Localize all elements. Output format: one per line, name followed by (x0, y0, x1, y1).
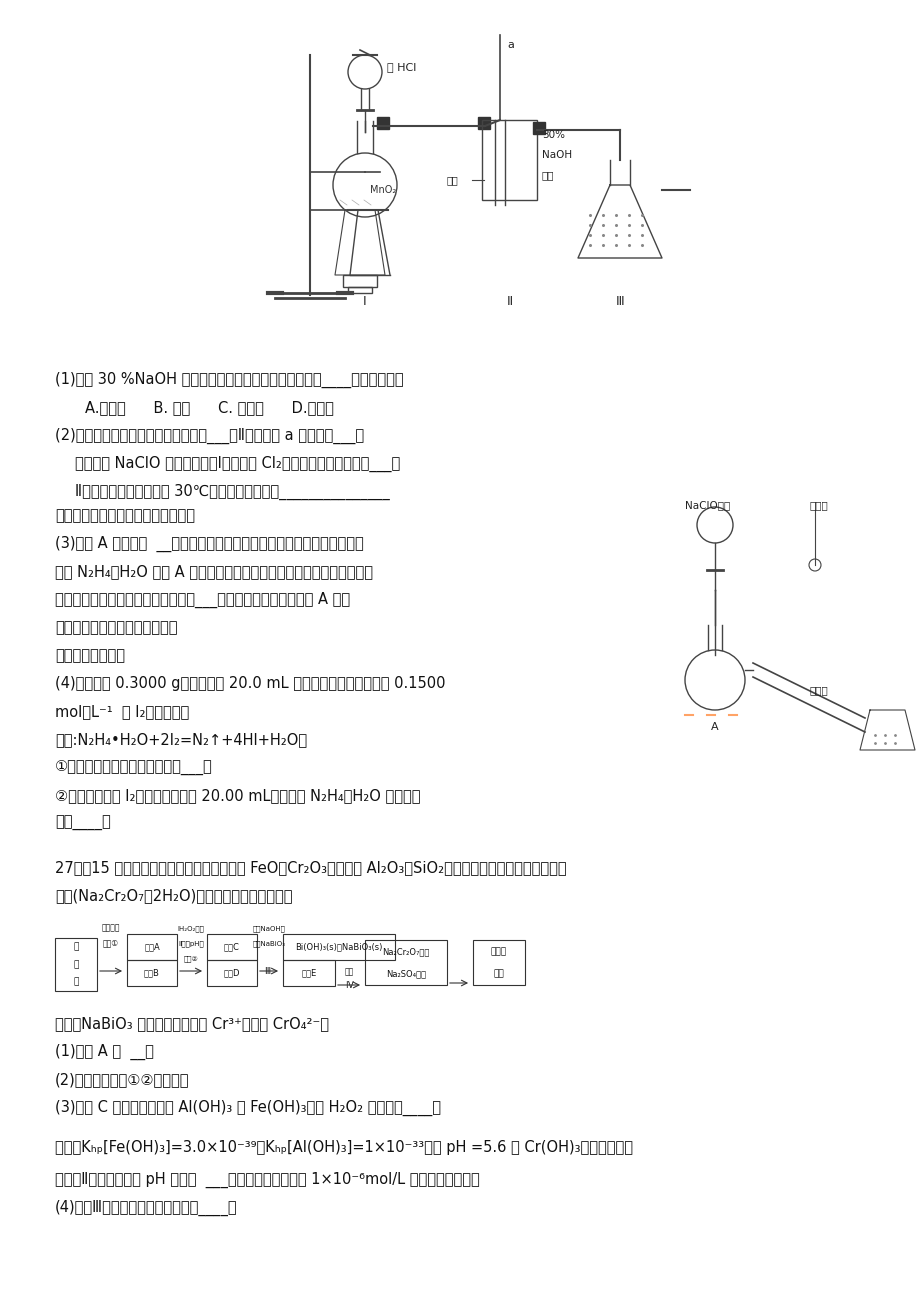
Bar (365, 940, 447, 986)
Text: 溶液B: 溶液B (144, 969, 160, 978)
Text: 晶体(Na₂Cr₂O₇．2H₂O)，其主要工艺流程如下：: 晶体(Na₂Cr₂O₇．2H₂O)，其主要工艺流程如下： (55, 888, 292, 904)
Text: (2)装置工中发生的离子反应方程式是___；Ⅱ中玻璃管 a 的作用为___；: (2)装置工中发生的离子反应方程式是___；Ⅱ中玻璃管 a 的作用为___； (55, 428, 364, 444)
Text: 「制取水合聈」实验装置如右图所示: 「制取水合聈」实验装置如右图所示 (55, 508, 195, 523)
Text: 温度计: 温度计 (809, 685, 828, 695)
Text: 铁: 铁 (74, 960, 79, 969)
Text: 数为____。: 数为____。 (55, 816, 110, 831)
Text: 溶液E: 溶液E (301, 969, 316, 978)
Text: 30%: 30% (541, 130, 564, 141)
Bar (207, 934, 256, 960)
Text: Ⅲ: Ⅲ (264, 967, 270, 976)
Text: Ⅲ: Ⅲ (615, 296, 624, 309)
Text: ⅠH₂O₂氧化: ⅠH₂O₂氧化 (177, 924, 204, 932)
Bar (127, 960, 176, 986)
Text: (1)配制 30 %NaOH 溶液时，所需玻璃他器除量筒外还有____（填字母）。: (1)配制 30 %NaOH 溶液时，所需玻璃他器除量筒外还有____（填字母）… (55, 372, 403, 388)
Text: Bi(OH)₃(s)和NaBiO₃(s): Bi(OH)₃(s)和NaBiO₃(s) (295, 943, 382, 952)
Text: Ⅱ中用冰水浴控制温度在 30℃以下，其主要目的_______________: Ⅱ中用冰水浴控制温度在 30℃以下，其主要目的_______________ (75, 484, 390, 500)
Text: Ⅱ: Ⅱ (505, 296, 512, 309)
Text: A.容量瓶      B. 烧杨      C. 移液管      D.玻璃棒: A.容量瓶 B. 烧杨 C. 移液管 D.玻璃棒 (85, 400, 334, 415)
Text: 晶体: 晶体 (494, 970, 504, 979)
Text: (1)固体 A 为  __。: (1)固体 A 为 __。 (55, 1044, 153, 1060)
Text: 酸化: 酸化 (344, 967, 353, 976)
Text: 温度计: 温度计 (809, 500, 828, 510)
Bar (472, 940, 525, 986)
Text: 铬: 铬 (74, 943, 79, 952)
Text: 已知：NaBiO₃ 在碱性条件下能将 Cr³⁺氧化为 CrO₄²⁻。: 已知：NaBiO₃ 在碱性条件下能将 Cr³⁺氧化为 CrO₄²⁻。 (55, 1016, 329, 1031)
Text: 部分 N₂H₄．H₂O 参与 A 中反应并产生大量氨气，产品产率因此降低，请: 部分 N₂H₄．H₂O 参与 A 中反应并产生大量氨气，产品产率因此降低，请 (55, 564, 372, 579)
Text: Ⅱ调节pH值: Ⅱ调节pH值 (178, 940, 204, 947)
Text: 写出降低产率的相关化学反应方程式___；充分反应后，加热蒸馏 A 内的: 写出降低产率的相关化学反应方程式___；充分反应后，加热蒸馏 A 内的 (55, 592, 350, 608)
Text: Na₂SO₄溶液: Na₂SO₄溶液 (385, 970, 425, 979)
Text: 操作②: 操作② (184, 954, 199, 962)
Text: (3)仪器 A 的名称为  __；反应过程中，如果分液漏斗中溶液的滴速过快，: (3)仪器 A 的名称为 __；反应过程中，如果分液漏斗中溶液的滴速过快， (55, 536, 363, 552)
Text: (4)称取馏分 0.3000 g，加水配成 20.0 mL 溶液，在一定条件下，用 0.1500: (4)称取馏分 0.3000 g，加水配成 20.0 mL 溶液，在一定条件下，… (55, 676, 445, 691)
Text: 27．（15 分）工业上以铬铁矿（主要成份为 FeO．Cr₂O₃，还含有 Al₂O₃、SiO₂等杂质）为主要原料生产红矾钓: 27．（15 分）工业上以铬铁矿（主要成份为 FeO．Cr₂O₃，还含有 Al₂… (55, 861, 566, 875)
Text: 「测定聈的含量」: 「测定聈的含量」 (55, 648, 125, 663)
Text: Na₂Cr₂O₇溶液: Na₂Cr₂O₇溶液 (382, 948, 429, 956)
Bar (283, 960, 335, 986)
Text: 过量NaOH溶: 过量NaOH溶 (253, 924, 285, 932)
Text: Ⅳ: Ⅳ (345, 980, 353, 990)
Text: 过量硫酸: 过量硫酸 (102, 923, 120, 932)
Text: 溶液: 溶液 (541, 171, 554, 180)
Bar (343, 275, 377, 286)
Bar (377, 117, 389, 129)
Text: 液和NaBiO₃: 液和NaBiO₃ (253, 940, 285, 947)
Text: 矿: 矿 (74, 978, 79, 987)
Text: 固体A: 固体A (144, 943, 160, 952)
Text: A: A (710, 723, 718, 732)
Text: I: I (363, 296, 367, 309)
Text: (3)固体 C 中含有的物质是 Al(OH)₃ 和 Fe(OH)₃，则 H₂O₂ 的作用是____。: (3)固体 C 中含有的物质是 Al(OH)₃ 和 Fe(OH)₃，则 H₂O₂… (55, 1100, 440, 1116)
Text: MnO₂: MnO₂ (369, 185, 396, 195)
Bar (207, 960, 256, 986)
Text: 为了提高 NaClO 的产率，需对Ⅰ中产生的 Cl₂进行净化，所用试剂是___；: 为了提高 NaClO 的产率，需对Ⅰ中产生的 Cl₂进行净化，所用试剂是___； (75, 456, 400, 473)
Text: NaOH: NaOH (541, 150, 572, 160)
Text: (2)实验室中操作①②的名称为: (2)实验室中操作①②的名称为 (55, 1072, 189, 1087)
Bar (482, 120, 537, 201)
Text: 已知:N₂H₄•H₂O+2I₂=N₂↑+4HI+H₂O。: 已知:N₂H₄•H₂O+2I₂=N₂↑+4HI+H₂O。 (55, 732, 307, 747)
Text: 溶液D: 溶液D (223, 969, 240, 978)
Bar (127, 934, 176, 960)
Bar (283, 934, 394, 960)
Text: NaClO溶液: NaClO溶液 (685, 500, 730, 510)
Text: 操作①: 操作① (103, 937, 119, 947)
Text: ①滴定时，可以选用的指示剂为___；: ①滴定时，可以选用的指示剂为___； (55, 760, 212, 775)
Bar (478, 117, 490, 129)
Text: 冰水: 冰水 (447, 174, 459, 185)
Text: 液 HCl: 液 HCl (387, 62, 416, 72)
Bar (532, 122, 544, 134)
Bar (347, 286, 371, 293)
Text: 已知：Kₕₚ[Fe(OH)₃]=3.0×10⁻³⁹，Kₕₚ[Al(OH)₃]=1×10⁻³³，当 pH =5.6 时 Cr(OH)₃开始沉淠。室: 已知：Kₕₚ[Fe(OH)₃]=3.0×10⁻³⁹，Kₕₚ[Al(OH)₃]=1… (55, 1141, 632, 1155)
Text: a: a (506, 40, 514, 49)
Text: mol．L⁻¹  的 I₂溶液滴定。: mol．L⁻¹ 的 I₂溶液滴定。 (55, 704, 189, 719)
Text: ②实验测得消耗 I₂溶液的平均値为 20.00 mL，馏分中 N₂H₄．H₂O 的质量分: ②实验测得消耗 I₂溶液的平均値为 20.00 mL，馏分中 N₂H₄．H₂O … (55, 788, 420, 803)
Text: 固体C: 固体C (224, 943, 240, 952)
Text: 红矾钠: 红矾钠 (491, 948, 506, 956)
Text: (4)写出Ⅲ中发生反应的离子方程式____。: (4)写出Ⅲ中发生反应的离子方程式____。 (55, 1200, 237, 1216)
Bar (55, 937, 96, 991)
Text: 温下，Ⅱ中需调节溶液 pH 范围为  ___（杂质离子浓度小于 1×10⁻⁶mol/L 视为沉淠完全）。: 温下，Ⅱ中需调节溶液 pH 范围为 ___（杂质离子浓度小于 1×10⁻⁶mol… (55, 1172, 479, 1189)
Text: 溶液即可得到水合聈的粗产品。: 溶液即可得到水合聈的粗产品。 (55, 620, 177, 635)
